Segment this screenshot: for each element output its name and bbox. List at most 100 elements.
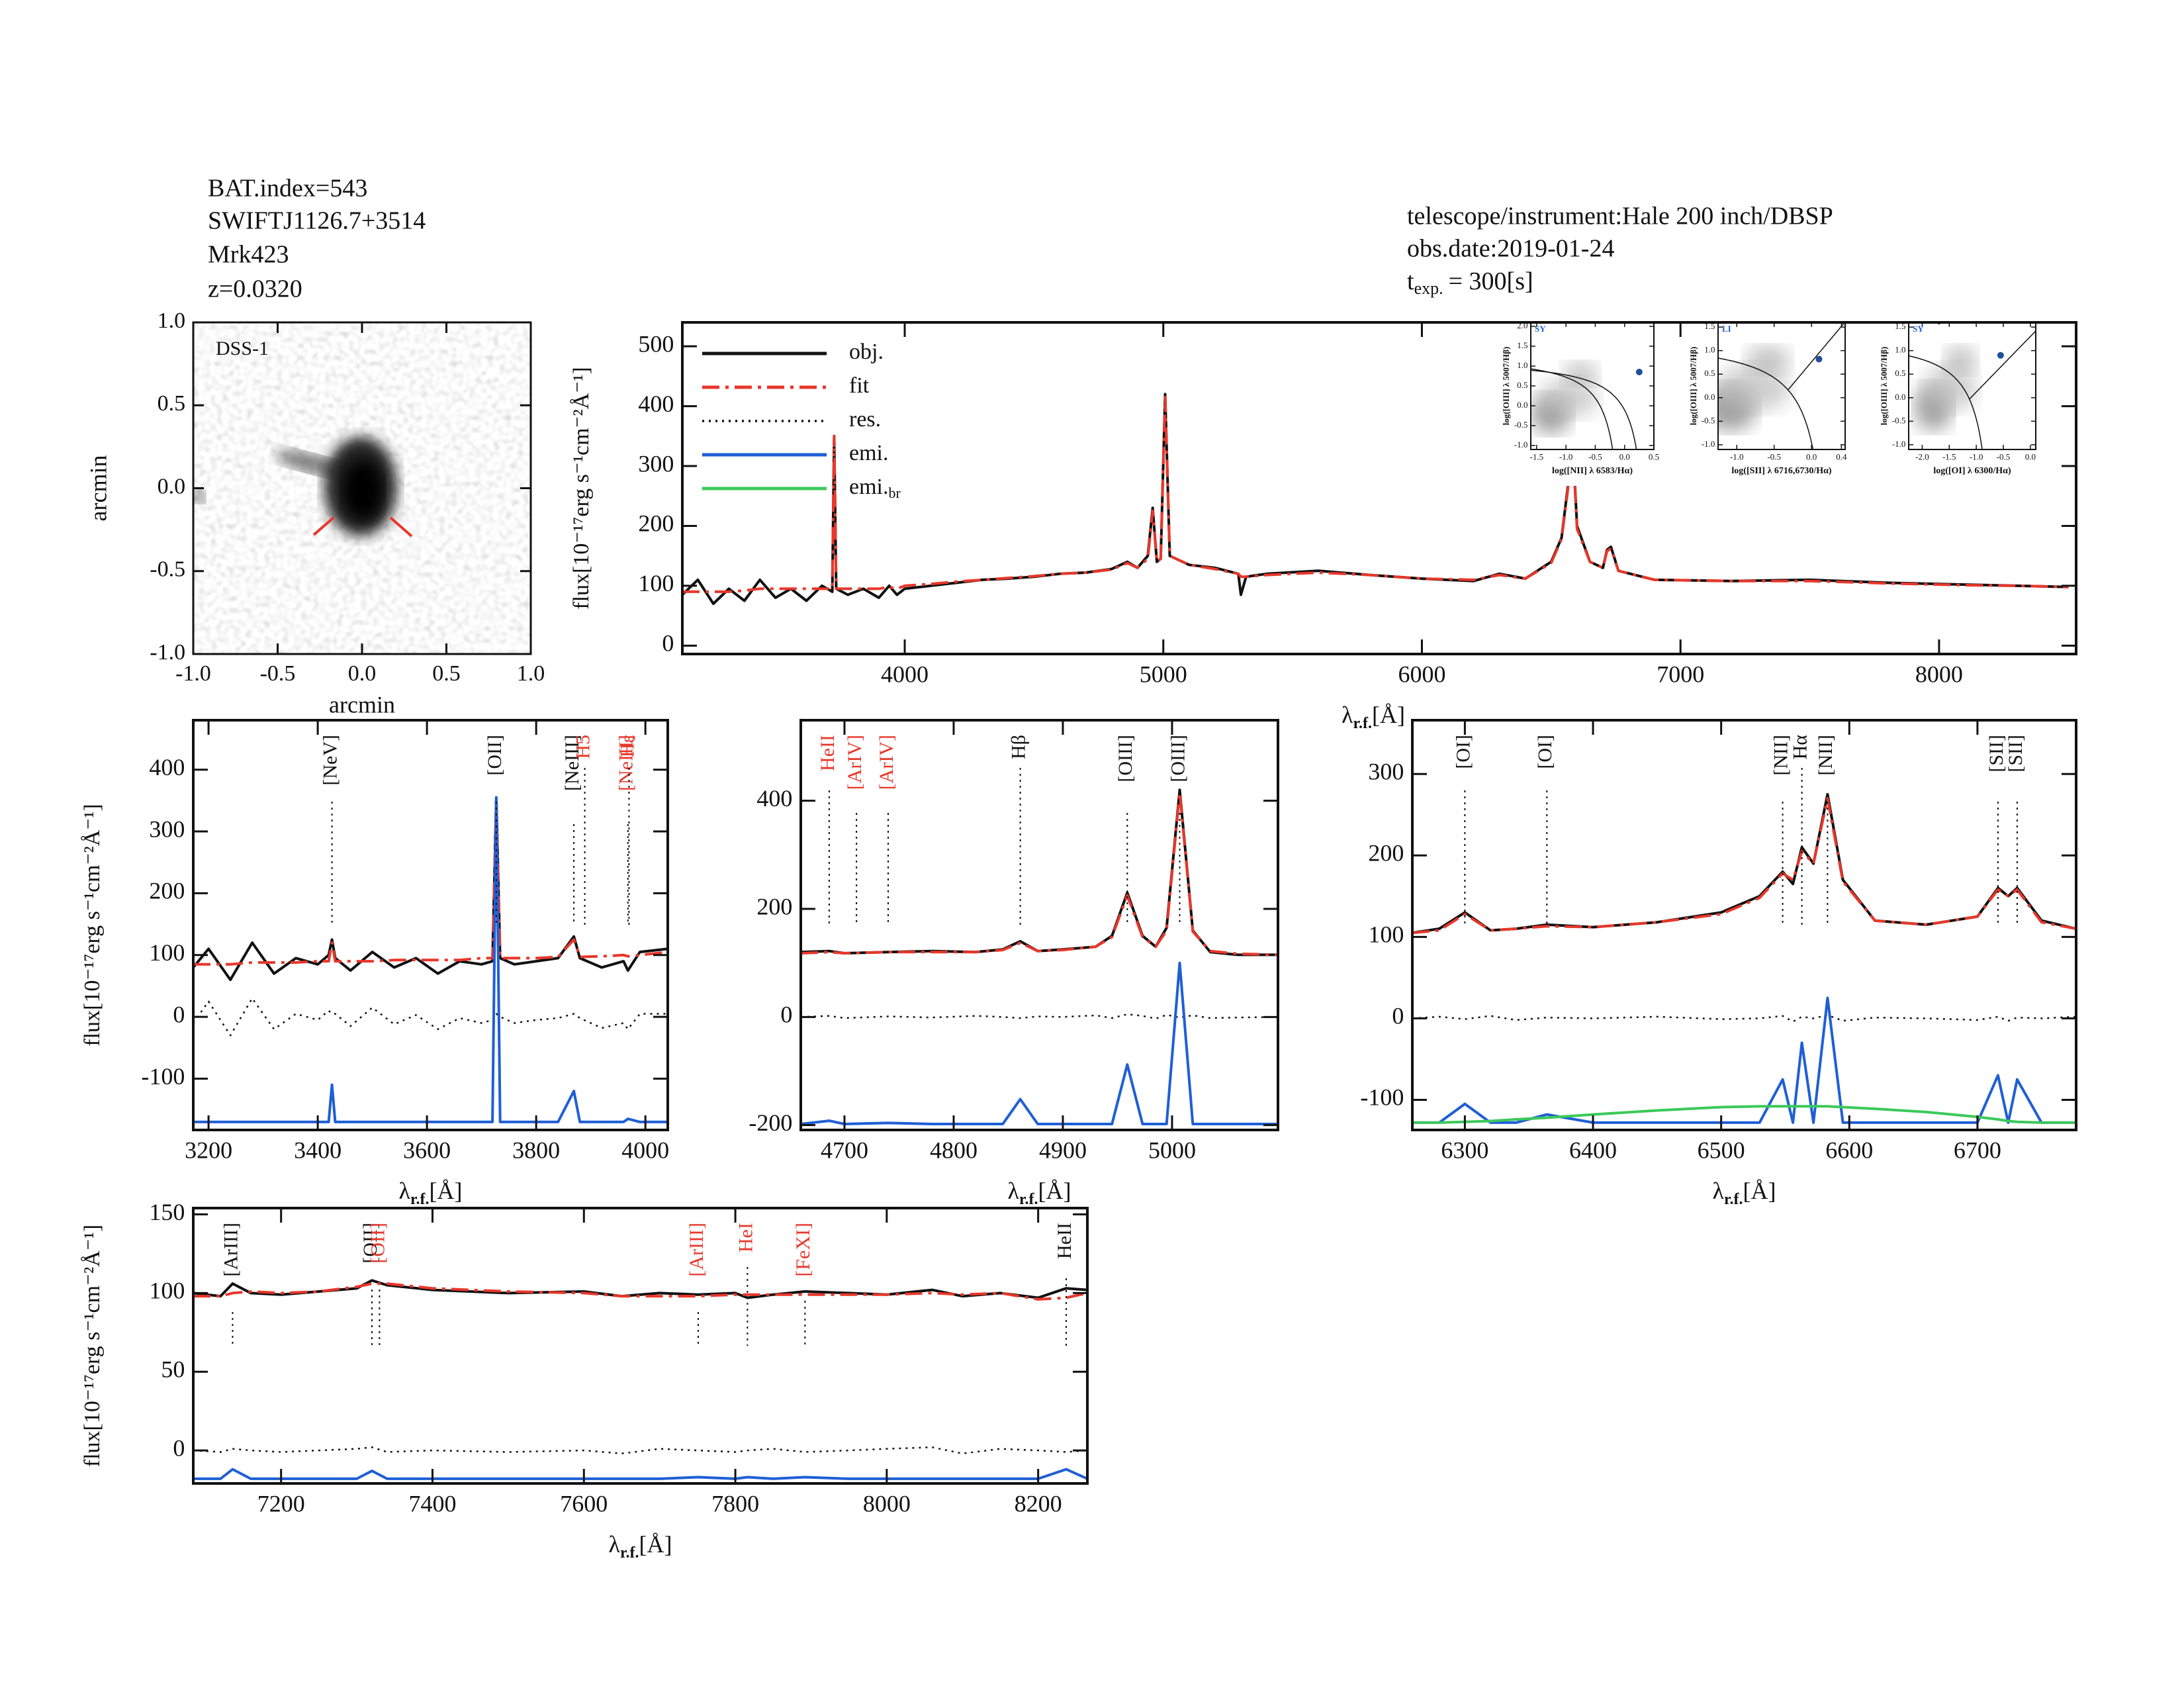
annotation-label: H5: [572, 735, 594, 759]
plot-area: [1412, 793, 2076, 1124]
y-tick-label: -100: [141, 1063, 185, 1090]
header-line: BAT.index=543: [208, 175, 367, 203]
plot-frame: [1908, 322, 2036, 450]
x-label-sub: r.f.: [1353, 715, 1372, 732]
star: [193, 490, 205, 503]
demarcation-line: [1968, 330, 2036, 400]
point: [1815, 355, 1823, 363]
x-tick-label: -0.5: [1997, 451, 2011, 461]
spectrum-line: [801, 791, 1278, 957]
x-tick-label: 6700: [1954, 1137, 2001, 1163]
legend-name: emi.: [849, 475, 888, 499]
y-tick-label: 100: [638, 570, 674, 596]
y-tick-label: -1.0: [1514, 440, 1528, 449]
x-tick-label: 0.0: [1806, 451, 1817, 461]
x-tick-label: 5000: [1140, 661, 1187, 687]
exposure-value: = 300[s]: [1449, 267, 1533, 295]
x-label-unit: [Å]: [429, 1178, 462, 1204]
y-tick-label: 200: [149, 878, 185, 904]
x-tick-label: 0.4: [1836, 451, 1847, 461]
y-tick-label: 0.0: [1517, 400, 1527, 410]
annotation-label: Hβ: [1008, 735, 1030, 759]
spectrum-line: [193, 1446, 1087, 1455]
legend-label: emi.: [849, 441, 888, 465]
plot-area: [193, 796, 668, 1123]
y-tick-label: 400: [149, 754, 185, 780]
x-tick-label: 8000: [1915, 661, 1963, 687]
y-tick-label: 500: [638, 330, 674, 357]
x-tick-label: 3200: [185, 1137, 232, 1163]
x-label-unit: [Å]: [639, 1531, 672, 1558]
y-tick-label: -1.0: [1892, 439, 1906, 449]
y-tick-label: 0.5: [158, 391, 186, 416]
x-axis-label: λr.f.[Å]: [399, 1178, 463, 1207]
spectrum-line: [1412, 996, 2076, 1124]
inset-plot: [1909, 330, 2036, 449]
annotation-label: [SII]: [1985, 735, 2007, 773]
x-label-symbol: λ: [1008, 1178, 1020, 1204]
x-tick-label: 6400: [1569, 1137, 1617, 1163]
y-axis-label: flux[10⁻¹⁷erg s⁻¹cm⁻²Å⁻¹]: [80, 1225, 105, 1467]
y-tick-label: 400: [756, 785, 792, 812]
x-tick-label: 0.0: [1619, 451, 1630, 461]
x-tick-label: -2.0: [1915, 451, 1929, 461]
demarcation-line: [1531, 368, 1614, 449]
annotation-label: [ArIII]: [220, 1223, 242, 1277]
annotation-label: [OIII]: [1167, 735, 1189, 782]
header-line: telescope/instrument:Hale 200 inch/DBSP: [1407, 203, 1833, 230]
x-tick-label: -1.0: [175, 661, 211, 686]
y-tick-label: 1.0: [1704, 345, 1715, 355]
y-tick-label: 300: [149, 816, 185, 842]
y-tick-label: 400: [638, 391, 674, 417]
x-tick-label: 6600: [1825, 1137, 1873, 1163]
x-axis-label: λr.f.[Å]: [609, 1531, 672, 1561]
y-axis-label: log([OIII] λ 5007/Hβ): [1879, 347, 1889, 426]
point: [1997, 352, 2004, 359]
x-tick-label: 0.5: [1649, 451, 1659, 461]
x-tick-label: 7200: [257, 1490, 305, 1517]
x-axis-label: λr.f.[Å]: [1713, 1178, 1776, 1207]
demarcation-line: [1909, 355, 1983, 449]
y-tick-label: 1.5: [1517, 340, 1527, 350]
y-tick-label: 0.5: [1704, 368, 1715, 378]
y-tick-label: 1.0: [1517, 360, 1527, 370]
header: BAT.index=543 SWIFTJ1126.7+3514 Mrk423 z…: [208, 175, 1833, 303]
y-tick-label: 0.5: [1517, 380, 1527, 390]
header-line: SWIFTJ1126.7+3514: [208, 207, 426, 235]
dss-image: [193, 322, 531, 654]
x-tick-label: -1.5: [1530, 451, 1544, 461]
plot-area: [193, 1279, 1087, 1480]
annotation-label: [NeIII]: [615, 735, 637, 791]
plot-frame: [192, 719, 669, 1131]
inset-class: LI: [1722, 324, 1731, 334]
x-tick-label: 6000: [1398, 661, 1445, 687]
x-axis-label: log([OI] λ 6300/Hα): [1933, 466, 2011, 476]
spectrum-line: [193, 796, 668, 1123]
plot-frame: [681, 321, 2077, 655]
x-axis-label: λr.f.[Å]: [1342, 702, 1405, 731]
plot-area: [682, 393, 2069, 605]
y-tick-label: -100: [1360, 1084, 1404, 1111]
x-tick-label: 7000: [1657, 661, 1704, 687]
x-tick-label: -1.0: [1559, 451, 1573, 461]
y-tick-label: 0: [173, 1434, 185, 1461]
spectrum-line: [193, 1282, 1087, 1301]
x-tick-label: -1.5: [1942, 451, 1956, 461]
y-tick-label: 300: [638, 450, 674, 477]
annotation-label: [OI]: [1452, 735, 1474, 769]
plot-frame: [1530, 322, 1655, 450]
x-tick-label: 8000: [863, 1490, 911, 1517]
spectrum-line: [1412, 1014, 2076, 1023]
x-tick-label: 4000: [881, 661, 929, 687]
x-tick-label: -0.5: [1767, 451, 1781, 461]
y-tick-label: -1.0: [150, 640, 185, 665]
x-label-unit: [Å]: [1038, 1178, 1071, 1204]
y-tick-label: 0: [780, 1002, 792, 1028]
annotation-label: [ArIV]: [844, 735, 866, 790]
density-cloud: [1539, 378, 1598, 418]
slit-marker: [312, 516, 335, 536]
y-tick-label: 100: [149, 1278, 185, 1304]
x-tick-label: 0.5: [432, 661, 461, 686]
spectrum-line: [193, 796, 668, 982]
